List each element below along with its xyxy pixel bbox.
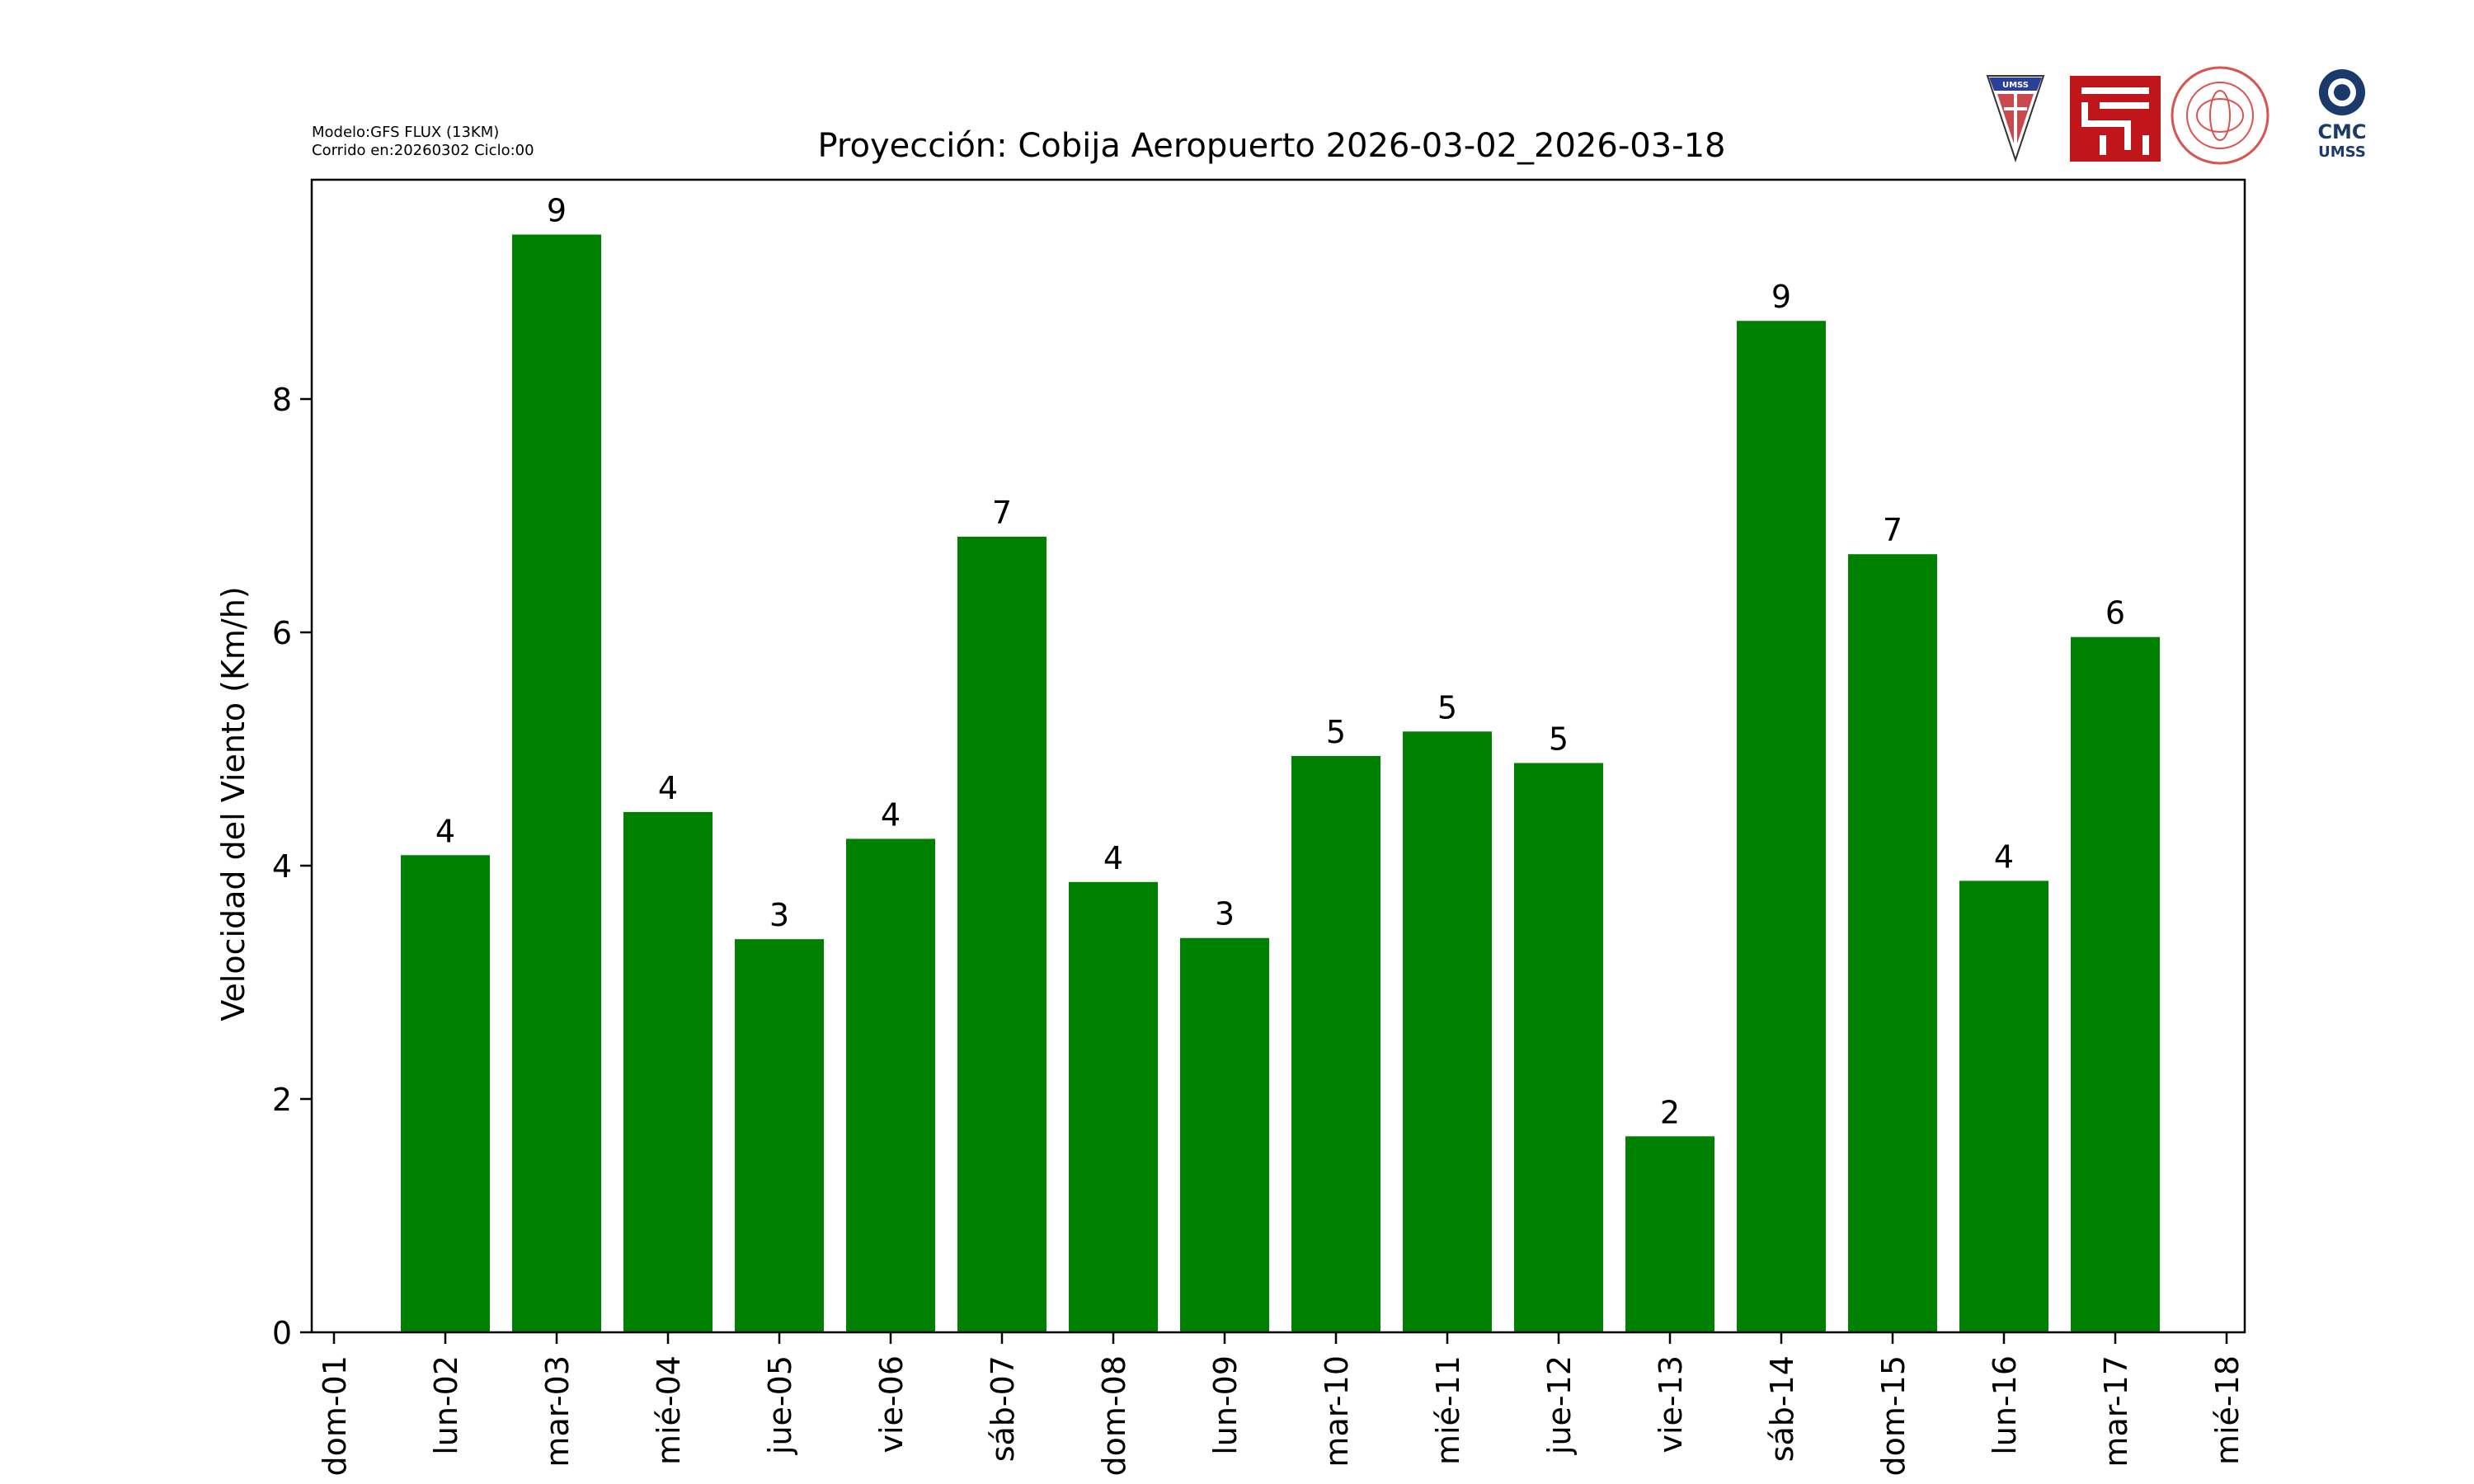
x-tick-label: lun-02 <box>428 1355 464 1455</box>
y-tick-label: 0 <box>272 1315 292 1351</box>
bar-value-labels: 4 9 4 3 4 7 4 3 5 5 5 2 9 7 4 6 <box>435 193 2125 1131</box>
cmc-sub-label: UMSS <box>2318 143 2366 161</box>
x-tick-label: jue-12 <box>1541 1355 1578 1455</box>
y-tick-label: 8 <box>272 382 292 418</box>
run-label: Corrido en:20260302 Ciclo:00 <box>312 142 534 159</box>
bar-vie-13 <box>1625 1136 1714 1332</box>
x-tick-label: sáb-07 <box>985 1355 1021 1462</box>
bar-mié-04 <box>623 811 713 1332</box>
bar-value-label: 9 <box>547 193 567 229</box>
x-tick-label: mar-03 <box>539 1355 576 1468</box>
bar-mar-10 <box>1291 756 1380 1332</box>
bar-value-label: 3 <box>769 897 789 933</box>
x-tick-label: lun-09 <box>1207 1355 1244 1455</box>
model-label: Modelo:GFS FLUX (13KM) <box>312 124 500 141</box>
cmc-logo-icon: CMC UMSS <box>2317 69 2367 161</box>
bar-lun-09 <box>1180 937 1269 1332</box>
bar-value-label: 7 <box>1883 512 1903 548</box>
bar-value-label: 4 <box>658 770 678 806</box>
x-tick-label: sáb-14 <box>1764 1355 1800 1462</box>
plot-frame <box>310 178 2246 1334</box>
x-tick-label: mié-04 <box>651 1355 687 1465</box>
x-axis-ticks: dom-01 lun-02 mar-03 mié-04 jue-05 vie-06 sáb-… <box>317 1332 2246 1476</box>
y-axis-ticks: 0 2 4 6 8 <box>272 382 312 1351</box>
y-tick-label: 4 <box>272 848 292 885</box>
bar-sáb-14 <box>1737 321 1826 1333</box>
bar-sáb-07 <box>957 536 1047 1332</box>
bar-mar-17 <box>2071 636 2160 1332</box>
bars-group <box>401 234 2160 1333</box>
institution-logos: UMSS CMC UMSS <box>1986 66 2367 165</box>
physics-department-seal-icon <box>2171 66 2269 165</box>
bar-mié-11 <box>1403 731 1492 1332</box>
y-tick-label: 6 <box>272 615 292 651</box>
bar-jue-12 <box>1514 763 1603 1332</box>
x-tick-label: mar-17 <box>2098 1355 2134 1468</box>
engineering-faculty-logo-icon <box>2070 76 2161 162</box>
x-tick-label: dom-01 <box>317 1355 353 1476</box>
bar-value-label: 9 <box>1771 279 1791 315</box>
x-tick-label: mié-11 <box>1430 1355 1466 1465</box>
bar-value-label: 3 <box>1215 896 1235 932</box>
bar-jue-05 <box>735 939 824 1332</box>
bar-value-label: 2 <box>1660 1094 1680 1130</box>
x-tick-label: lun-16 <box>1987 1355 2023 1455</box>
y-tick-label: 2 <box>272 1082 292 1118</box>
bar-value-label: 5 <box>1437 689 1457 726</box>
bar-value-label: 7 <box>992 495 1012 531</box>
bar-lun-16 <box>1959 881 2048 1332</box>
bar-value-label: 6 <box>2105 595 2125 632</box>
bar-dom-15 <box>1848 554 1937 1332</box>
chart-title: Proyección: Cobija Aeropuerto 2026-03-02… <box>818 127 1726 165</box>
bar-value-label: 5 <box>1326 714 1346 750</box>
x-tick-label: dom-08 <box>1096 1355 1132 1476</box>
x-tick-label: jue-05 <box>762 1355 798 1455</box>
cmc-label: CMC <box>2317 120 2366 143</box>
x-tick-label: dom-15 <box>1875 1355 1912 1476</box>
bar-value-label: 4 <box>435 813 455 849</box>
bar-lun-02 <box>401 855 490 1332</box>
bar-vie-06 <box>846 838 935 1332</box>
umss-shield-icon: UMSS <box>1986 75 2045 163</box>
bar-mar-03 <box>512 234 601 1333</box>
bar-dom-08 <box>1069 881 1158 1332</box>
bar-value-label: 4 <box>881 796 901 833</box>
umss-badge-text: UMSS <box>2002 81 2029 90</box>
x-tick-label: mar-10 <box>1319 1355 1355 1468</box>
x-tick-label: mié-18 <box>2209 1355 2246 1465</box>
x-tick-label: vie-13 <box>1653 1355 1689 1453</box>
x-tick-label: vie-06 <box>873 1355 910 1453</box>
bar-value-label: 5 <box>1549 721 1569 757</box>
y-axis-label: Velocidad del Viento (Km/h) <box>215 586 252 1021</box>
bar-value-label: 4 <box>1994 838 2014 875</box>
bar-value-label: 4 <box>1103 840 1123 876</box>
